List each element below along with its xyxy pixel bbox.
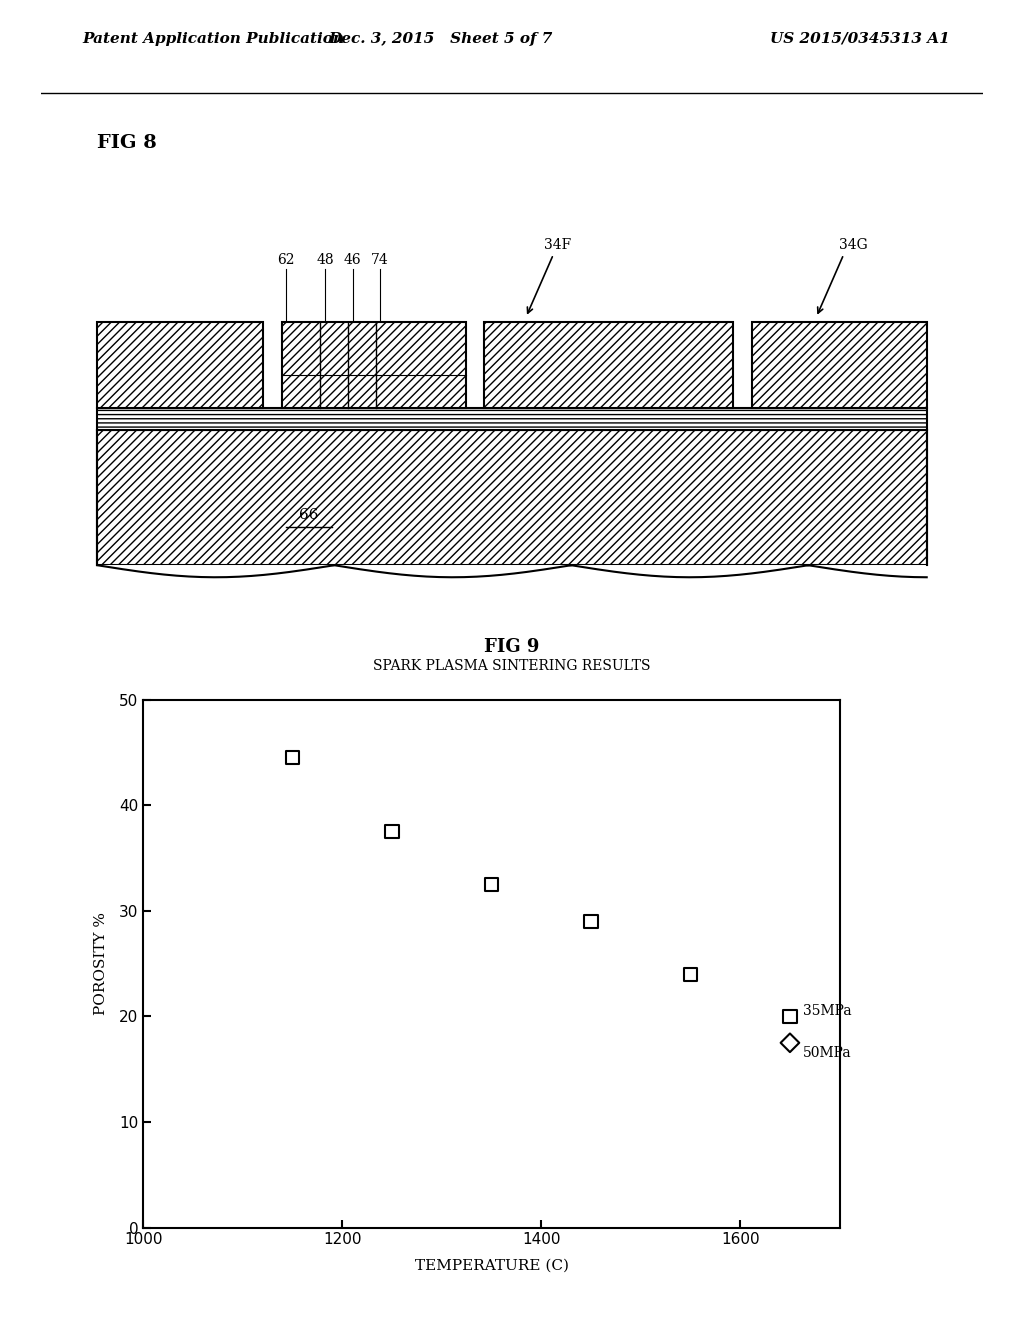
Bar	[97, 408, 927, 430]
Text: Patent Application Publication: Patent Application Publication	[82, 32, 344, 46]
Text: 35MPa: 35MPa	[803, 1005, 852, 1018]
Point	[285, 747, 301, 768]
Text: US 2015/0345313 A1: US 2015/0345313 A1	[770, 32, 950, 46]
Point	[583, 911, 599, 932]
Point	[682, 964, 698, 985]
Text: 50MPa: 50MPa	[803, 1047, 852, 1060]
Text: 74: 74	[372, 253, 389, 267]
Text: FIG 8: FIG 8	[97, 133, 157, 152]
Text: 34G: 34G	[839, 238, 867, 252]
Bar	[752, 322, 927, 408]
Text: 66: 66	[299, 508, 319, 523]
Point	[781, 1032, 798, 1053]
Text: 46: 46	[344, 253, 361, 267]
Bar	[484, 322, 733, 408]
Text: 34F: 34F	[545, 238, 571, 252]
Y-axis label: POROSITY %: POROSITY %	[94, 912, 108, 1015]
Point	[483, 874, 500, 895]
Bar	[282, 322, 466, 408]
Point	[384, 821, 400, 842]
Text: Dec. 3, 2015   Sheet 5 of 7: Dec. 3, 2015 Sheet 5 of 7	[328, 32, 553, 46]
Text: SPARK PLASMA SINTERING RESULTS: SPARK PLASMA SINTERING RESULTS	[374, 659, 650, 673]
Text: 48: 48	[316, 253, 334, 267]
Bar	[97, 430, 927, 565]
Point	[781, 1006, 798, 1027]
Text: FIG 9: FIG 9	[484, 638, 540, 656]
Text: 62: 62	[278, 253, 295, 267]
Bar	[97, 322, 263, 408]
X-axis label: TEMPERATURE (C): TEMPERATURE (C)	[415, 1258, 568, 1272]
